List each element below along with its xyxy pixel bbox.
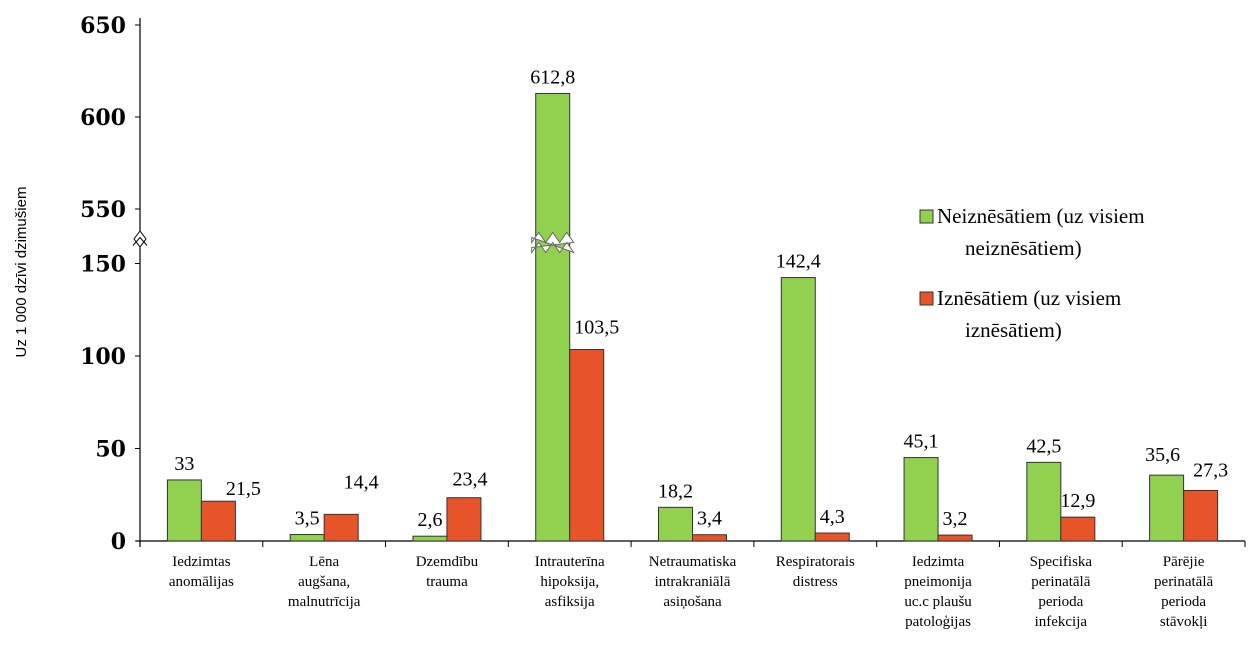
data-label: 27,3 [1193,459,1228,481]
x-tick-label: distress [793,574,838,590]
data-label: 103,5 [574,317,619,339]
x-tick-label: anomālijas [169,574,234,590]
bar [569,349,605,542]
x-tick-label: perinatālā [1031,574,1090,590]
x-tick-label: perioda [1038,594,1083,610]
y-tick-label: 600 [80,105,126,131]
x-tick-label: uc.c plaušu [904,594,972,610]
x-tick-label: hipoksija, [540,574,599,590]
data-label: 3,5 [295,508,320,530]
x-tick-label: Iedzimtas [172,554,230,570]
data-label: 42,5 [1026,435,1061,457]
bar [1026,461,1062,542]
x-tick-label: perinatālā [1154,574,1213,590]
y-tick-label: 0 [111,529,126,555]
bar [1060,516,1096,542]
x-tick-label: intrakraniālā [655,574,731,590]
bar [814,532,850,542]
data-label: 3,4 [697,508,722,530]
data-label: 14,4 [344,471,379,493]
x-tick-label: Dzemdību [416,554,479,570]
bar [200,500,236,542]
x-tick-label: infekcija [1035,614,1088,630]
data-label: 3,2 [943,508,968,530]
data-label: 21,5 [226,478,261,500]
bar [937,534,973,542]
bar [289,534,325,542]
bar [323,513,359,542]
x-tick-label: Pārējie [1163,554,1205,570]
data-label: 612,8 [530,66,575,88]
x-tick-label: asiņošana [663,594,722,610]
data-label: 4,3 [820,506,845,528]
x-tick-label: Respiratorais [776,554,855,570]
x-tick-label: stāvokļi [1160,614,1208,630]
data-label: 23,4 [452,469,487,491]
bar [166,479,202,542]
legend-label: neiznēsātiem) [965,236,1082,260]
x-tick-label: pneimonija [904,574,972,590]
y-tick-label: 150 [80,252,126,278]
bar [780,277,816,542]
bar [535,92,571,542]
bar-break-mark [531,231,576,255]
legend-label: Neiznēsātiem (uz visiem [937,204,1145,228]
bar [412,535,448,542]
legend-label: iznēsātiem) [965,318,1062,342]
data-label: 35,6 [1145,444,1180,466]
x-tick-label: Intrauterīna [535,554,605,570]
x-tick-label: patoloģijas [905,614,971,630]
x-tick-label: Netraumatiska [649,554,737,570]
legend-swatch [919,209,934,224]
x-tick-label: trauma [426,574,468,590]
data-label: 142,4 [776,251,821,273]
x-tick-label: asfiksija [545,594,595,610]
bar [658,506,693,542]
bar [1183,489,1219,542]
bar [692,534,727,542]
axis-break-icon [132,230,148,248]
y-tick-label: 50 [95,437,126,463]
y-axis-label: Uz 1 000 dzīvi dzimušiem [13,187,30,358]
y-tick-label: 550 [80,197,126,223]
x-tick-label: malnutrīcija [288,594,361,610]
data-label: 18,2 [658,480,693,502]
legend-label: Iznēsātiem (uz visiem [937,286,1121,310]
x-tick-label: Lēna [309,554,339,570]
data-label: 2,6 [417,509,442,531]
x-tick-label: Iedzimta [912,554,965,570]
legend-swatch [919,291,934,306]
data-label: 45,1 [904,431,939,453]
x-tick-label: augšana, [298,574,350,590]
y-tick-label: 100 [80,344,126,370]
x-tick-label: perioda [1161,594,1206,610]
bar [903,457,939,542]
y-tick-label: 650 [80,13,126,39]
bar [1149,474,1185,542]
x-tick-label: Specifiska [1030,554,1093,570]
bar [446,497,482,542]
data-label: 33 [174,453,194,475]
data-label: 12,9 [1060,490,1095,512]
